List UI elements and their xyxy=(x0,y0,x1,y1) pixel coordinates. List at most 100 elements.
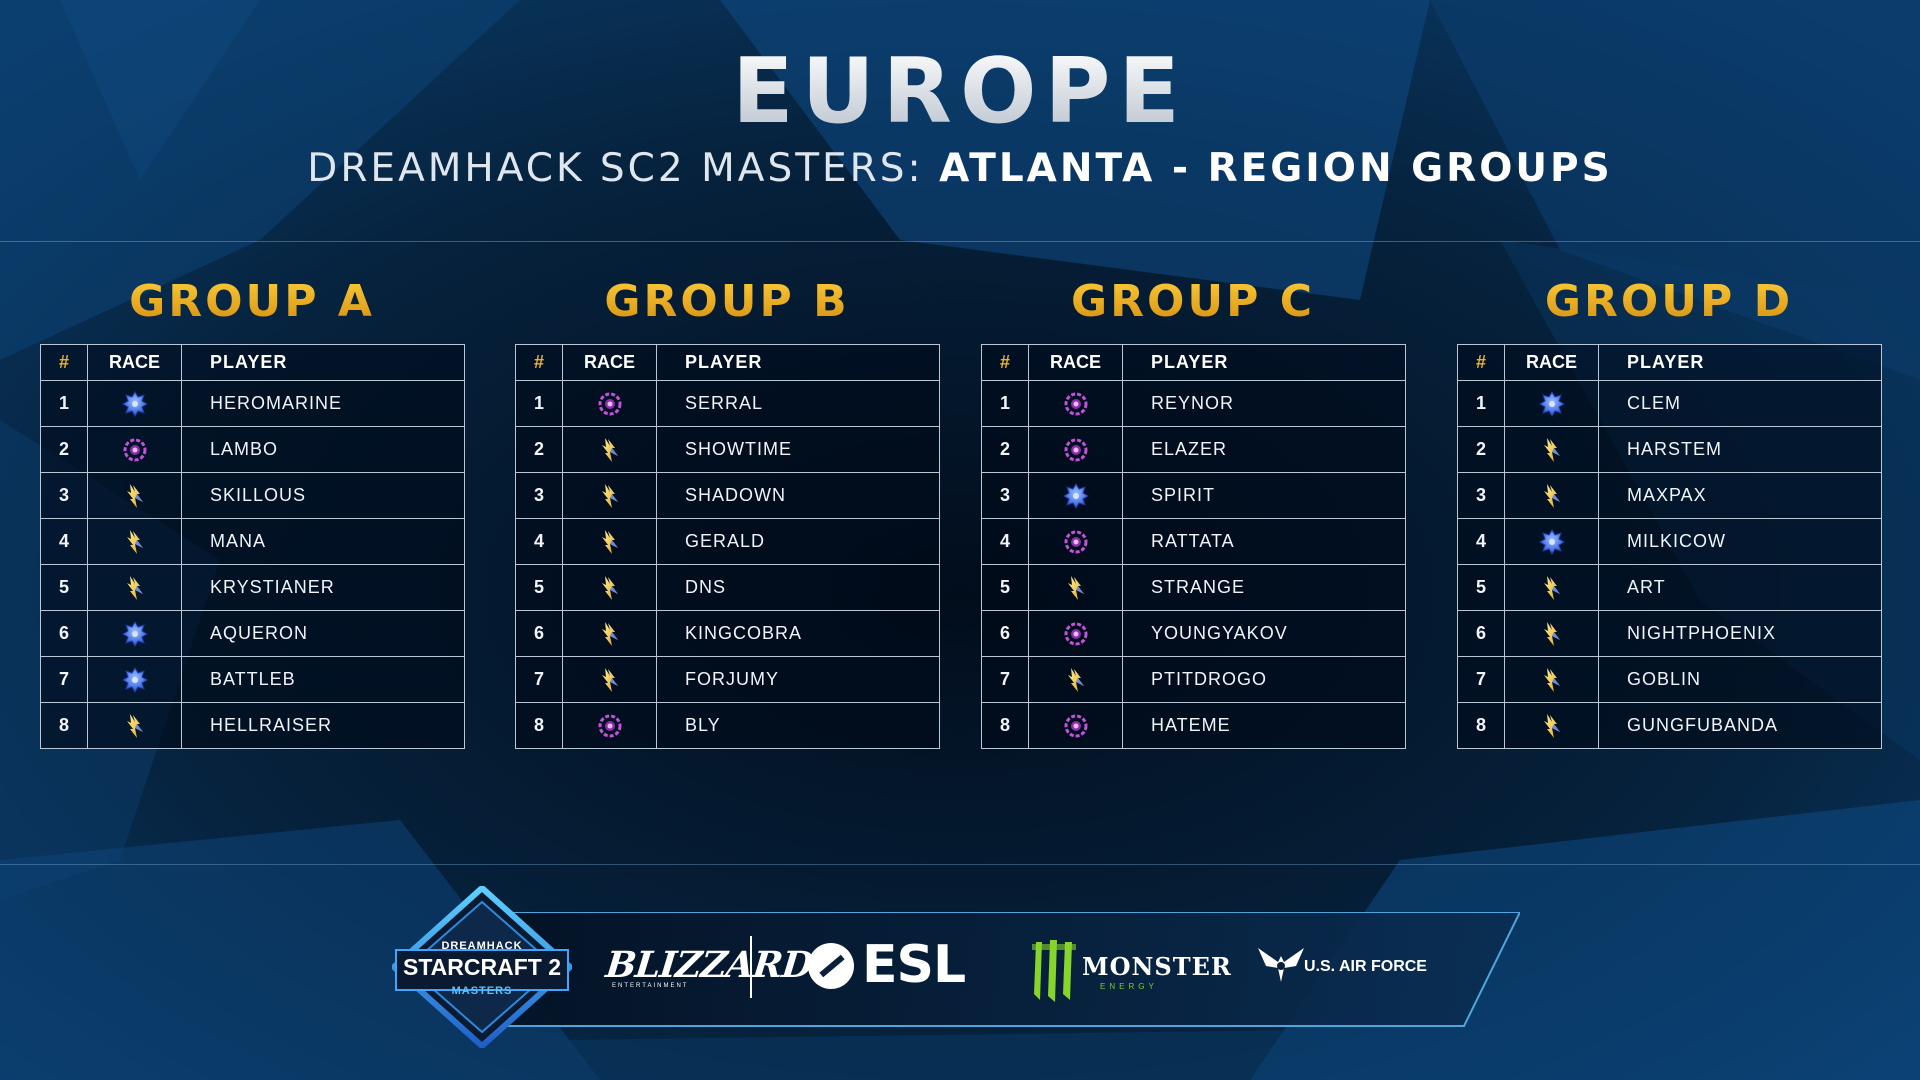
table-row: 8 HELLRAISER xyxy=(40,702,465,749)
player-seed: 5 xyxy=(1457,564,1505,611)
subtitle-location: ATLANTA - REGION GROUPS xyxy=(939,146,1613,191)
table-row: 6 KINGCOBRA xyxy=(515,610,940,657)
player-race xyxy=(1504,564,1599,611)
player-seed: 7 xyxy=(40,656,88,703)
player-name: MAXPAX xyxy=(1598,472,1882,519)
terran-icon xyxy=(121,390,149,418)
zerg-icon xyxy=(1062,528,1090,556)
group-d: GROUP D # RACE PLAYER 1 CLEM 2 HARSTEM 3 MAXP… xyxy=(1457,272,1882,749)
player-race xyxy=(1504,472,1599,519)
monster-claw-icon xyxy=(1032,940,1076,1002)
protoss-icon xyxy=(1538,712,1566,740)
table-row: 3 SHADOWN xyxy=(515,472,940,519)
player-seed: 4 xyxy=(515,518,563,565)
player-seed: 5 xyxy=(40,564,88,611)
group-title: GROUP A xyxy=(40,272,464,332)
player-race xyxy=(1028,426,1123,473)
player-name: HEROMARINE xyxy=(181,380,465,427)
player-seed: 8 xyxy=(981,702,1029,749)
table-row: 2 LAMBO xyxy=(40,426,465,473)
table-row: 5 DNS xyxy=(515,564,940,611)
protoss-icon xyxy=(1538,436,1566,464)
player-race xyxy=(1028,380,1123,427)
player-race xyxy=(87,610,182,657)
player-seed: 1 xyxy=(1457,380,1505,427)
table-row: 5 KRYSTIANER xyxy=(40,564,465,611)
page-subtitle: DREAMHACK SC2 MASTERS: ATLANTA - REGION … xyxy=(0,146,1920,192)
player-race xyxy=(87,472,182,519)
blizzard-logo: BLIZZARD xyxy=(603,944,815,986)
player-race xyxy=(87,380,182,427)
table-row: 8 BLY xyxy=(515,702,940,749)
player-seed: 3 xyxy=(981,472,1029,519)
table-header-row: # RACE PLAYER xyxy=(981,344,1406,381)
protoss-icon xyxy=(596,620,624,648)
table-row: 3 SPIRIT xyxy=(981,472,1406,519)
player-seed: 6 xyxy=(515,610,563,657)
group-table: # RACE PLAYER 1 REYNOR 2 ELAZER 3 SPIRIT 4 RATT… xyxy=(981,344,1406,749)
player-seed: 2 xyxy=(1457,426,1505,473)
group-c: GROUP C # RACE PLAYER 1 REYNOR 2 ELAZER 3 SPI… xyxy=(981,272,1406,749)
player-race xyxy=(1028,564,1123,611)
player-race xyxy=(1028,518,1123,565)
player-race xyxy=(1504,380,1599,427)
table-row: 3 SKILLOUS xyxy=(40,472,465,519)
player-name: PTITDROGO xyxy=(1122,656,1406,703)
player-seed: 4 xyxy=(981,518,1029,565)
player-name: LAMBO xyxy=(181,426,465,473)
header-num: # xyxy=(40,344,88,381)
player-race xyxy=(87,564,182,611)
player-seed: 3 xyxy=(515,472,563,519)
player-seed: 5 xyxy=(981,564,1029,611)
player-name: NIGHTPHOENIX xyxy=(1598,610,1882,657)
player-name: MILKICOW xyxy=(1598,518,1882,565)
protoss-icon xyxy=(596,436,624,464)
player-seed: 1 xyxy=(515,380,563,427)
player-seed: 2 xyxy=(515,426,563,473)
protoss-icon xyxy=(121,712,149,740)
player-seed: 8 xyxy=(1457,702,1505,749)
monster-energy-logo: MONSTER ENERGY xyxy=(1030,938,1231,1004)
air-force-wings-icon xyxy=(1258,948,1304,982)
table-row: 7 GOBLIN xyxy=(1457,656,1882,703)
player-name: SKILLOUS xyxy=(181,472,465,519)
player-name: ELAZER xyxy=(1122,426,1406,473)
player-seed: 3 xyxy=(1457,472,1505,519)
header: EUROPE DREAMHACK SC2 MASTERS: ATLANTA - … xyxy=(0,0,1920,242)
footer-divider xyxy=(0,864,1920,865)
player-seed: 2 xyxy=(981,426,1029,473)
logo-divider xyxy=(750,936,752,998)
player-seed: 6 xyxy=(981,610,1029,657)
header-num: # xyxy=(981,344,1029,381)
table-row: 4 GERALD xyxy=(515,518,940,565)
table-row: 1 SERRAL xyxy=(515,380,940,427)
player-seed: 4 xyxy=(40,518,88,565)
player-race xyxy=(1028,472,1123,519)
player-race xyxy=(1504,426,1599,473)
player-name: SHADOWN xyxy=(656,472,940,519)
player-race xyxy=(562,380,657,427)
table-row: 7 FORJUMY xyxy=(515,656,940,703)
player-race xyxy=(562,426,657,473)
table-row: 2 SHOWTIME xyxy=(515,426,940,473)
header-divider xyxy=(0,241,1920,242)
terran-icon xyxy=(1062,482,1090,510)
table-row: 6 AQUERON xyxy=(40,610,465,657)
player-seed: 6 xyxy=(1457,610,1505,657)
terran-icon xyxy=(1538,390,1566,418)
player-name: REYNOR xyxy=(1122,380,1406,427)
header-race: RACE xyxy=(1028,344,1123,381)
player-name: GOBLIN xyxy=(1598,656,1882,703)
group-title: GROUP D xyxy=(1457,272,1881,332)
player-race xyxy=(562,472,657,519)
terran-icon xyxy=(121,620,149,648)
starcraft-masters-logo: DREAMHACK STARCRAFT 2 MASTERS xyxy=(392,886,572,1048)
table-row: 8 GUNGFUBANDA xyxy=(1457,702,1882,749)
protoss-icon xyxy=(1062,574,1090,602)
player-name: GUNGFUBANDA xyxy=(1598,702,1882,749)
badge-bottom-text: MASTERS xyxy=(451,985,513,997)
protoss-icon xyxy=(1062,666,1090,694)
player-race xyxy=(87,426,182,473)
zerg-icon xyxy=(121,436,149,464)
player-seed: 6 xyxy=(40,610,88,657)
